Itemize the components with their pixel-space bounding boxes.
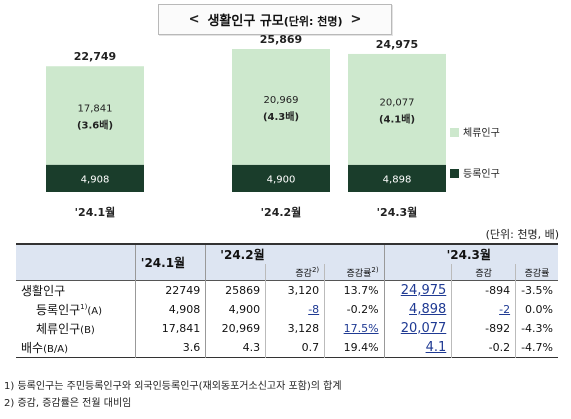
table-cell: 4.3 — [205, 338, 267, 358]
table-cell: 22749 — [135, 280, 207, 300]
table-unit-note: (단위: 천명, 배) — [485, 228, 559, 241]
left-chevron: < — [188, 12, 200, 27]
legend-label-registered: 등록인구 — [463, 168, 500, 180]
label-stay-2: 20,969 — [264, 95, 299, 106]
row-label: 체류인구(B) — [16, 319, 136, 338]
header-m3-rate: 증감률 — [515, 264, 558, 281]
table-cell: -3.5% — [521, 284, 553, 297]
footnote-1: 1) 등록인구는 주민등록인구와 외국인등록인구(재외동포거소신고자 포함)의 … — [4, 381, 342, 392]
table-cell: 3,128 — [265, 319, 326, 338]
table-row: 생활인구 22749 25869 3,120 13.7% 24,975 -894 -3.5% — [16, 280, 558, 300]
header-m2-rate: 증감률2) — [324, 264, 385, 281]
row-label-suffix: (B/A) — [43, 344, 68, 355]
header-month-1: '24.1월 — [135, 244, 207, 281]
header-m3-value — [384, 264, 453, 281]
table-cell: 17.5% — [324, 319, 385, 338]
chart-title-unit: (단위: 천명) — [283, 15, 343, 28]
header-month-2: '24.2월 — [205, 244, 385, 264]
table-cell: 17,841 — [135, 319, 207, 338]
legend-swatch-registered — [450, 169, 459, 178]
row-label-sup: 1) — [80, 303, 88, 311]
table-cell: -8 — [265, 300, 326, 319]
chart-title-main: 생활인구 규모 — [207, 14, 284, 29]
table-cell: 4.1 — [384, 338, 453, 358]
header-blank-2 — [16, 264, 136, 281]
bar-registered-2 — [232, 164, 330, 192]
table-row: 체류인구(B) 17,841 20,969 3,128 17.5% 20,077 -892-… — [16, 319, 558, 338]
xtick-2: '24.2월 — [261, 205, 302, 219]
label-registered-2: 4,900 — [267, 174, 296, 185]
stacked-bar-chart: 4,908 17,841 (3.6배) 22,749 '24.1월 4,900 20,969… — [46, 33, 500, 219]
row-label-text: 등록인구 — [36, 303, 81, 317]
label-stay-3: 20,077 — [380, 97, 415, 108]
chart-title: 생활인구 규모(단위: 천명) — [207, 10, 342, 29]
table-cell: 24,975 — [384, 280, 453, 300]
header-m2-value — [205, 264, 267, 281]
header-m2-change-sup: 2) — [311, 265, 320, 274]
xtick-1: '24.1월 — [75, 205, 116, 219]
label-registered-1: 4,908 — [81, 174, 110, 185]
table-cell: 0.7 — [265, 338, 326, 358]
header-blank — [16, 244, 136, 264]
bar-stay-3 — [348, 53, 446, 165]
header-month-3: '24.3월 — [384, 244, 558, 264]
table-cell: -4.3% — [521, 322, 553, 335]
table-cell: 20,969 — [205, 319, 267, 338]
row-label-suffix: (A) — [87, 306, 103, 317]
legend-swatch-stay — [450, 128, 459, 137]
footnote-2: 2) 증감, 증감률은 전월 대비임 — [4, 398, 132, 409]
label-total-1: 22,749 — [74, 50, 116, 63]
row-label-text: 체류인구 — [36, 322, 81, 336]
population-table: '24.1월 '24.2월 '24.3월 증감2) 증감률2) 증감 증감률 생… — [16, 243, 558, 358]
table-cell: 0.0% — [525, 303, 553, 316]
table-cell: -892 — [451, 319, 517, 338]
table-cell: 3.6 — [135, 338, 207, 358]
row-label: 등록인구1)(A) — [16, 300, 136, 319]
header-m2-rate-sup: 2) — [371, 265, 379, 274]
legend-label-stay: 체류인구 — [463, 127, 500, 139]
label-stay-1: 17,841 — [78, 104, 113, 115]
table-cell: -4.7% — [521, 341, 553, 354]
table-cell: 20,077 — [384, 319, 453, 338]
bar-stay-2 — [232, 49, 330, 165]
row-label: 배수(B/A) — [16, 338, 136, 358]
label-total-3: 24,975 — [376, 38, 418, 51]
label-ratio-3: (4.1배) — [379, 112, 415, 125]
table-cell: -2 — [451, 300, 517, 319]
table-cell: -894 — [451, 280, 517, 300]
table-cell: 4,900 — [205, 300, 267, 319]
table-cell: -0.2% — [324, 300, 385, 319]
header-m3-change: 증감 — [451, 264, 517, 281]
table-cell: 19.4% — [324, 338, 385, 358]
table-row: 배수(B/A) 3.6 4.3 0.7 19.4% 4.1 -0.2 -4.7% — [16, 338, 558, 358]
row-label-text: 배수 — [21, 341, 44, 355]
label-ratio-1: (3.6배) — [77, 119, 113, 132]
table-row: 등록인구1)(A) 4,908 4,900 -8 -0.2% 4,898 -2 0.0% — [16, 300, 558, 319]
header-m2-change: 증감2) — [265, 264, 326, 281]
row-label: 생활인구 — [16, 280, 136, 300]
bar-stay-1 — [46, 66, 144, 165]
header-m2-change-label: 증감 — [295, 268, 312, 279]
table-cell: 25869 — [205, 280, 267, 300]
table-cell: -0.2 — [451, 338, 517, 358]
bar-registered-1 — [46, 164, 144, 192]
bar-registered-3 — [348, 164, 446, 192]
label-ratio-2: (4.3배) — [263, 110, 299, 123]
xtick-3: '24.3월 — [377, 205, 418, 219]
label-total-2: 25,869 — [260, 33, 302, 46]
row-label-suffix: (B) — [80, 325, 95, 336]
row-label-text: 생활인구 — [21, 284, 66, 298]
chart-title-box: < 생활인구 규모(단위: 천명) > — [158, 4, 392, 35]
header-m2-rate-label: 증감률 — [346, 268, 372, 279]
table-cell: 3,120 — [265, 280, 326, 300]
label-registered-3: 4,898 — [383, 174, 412, 185]
table-cell: 13.7% — [324, 280, 385, 300]
table-cell: 4,898 — [384, 300, 453, 319]
right-chevron: > — [350, 12, 362, 27]
table-cell: 4,908 — [135, 300, 207, 319]
